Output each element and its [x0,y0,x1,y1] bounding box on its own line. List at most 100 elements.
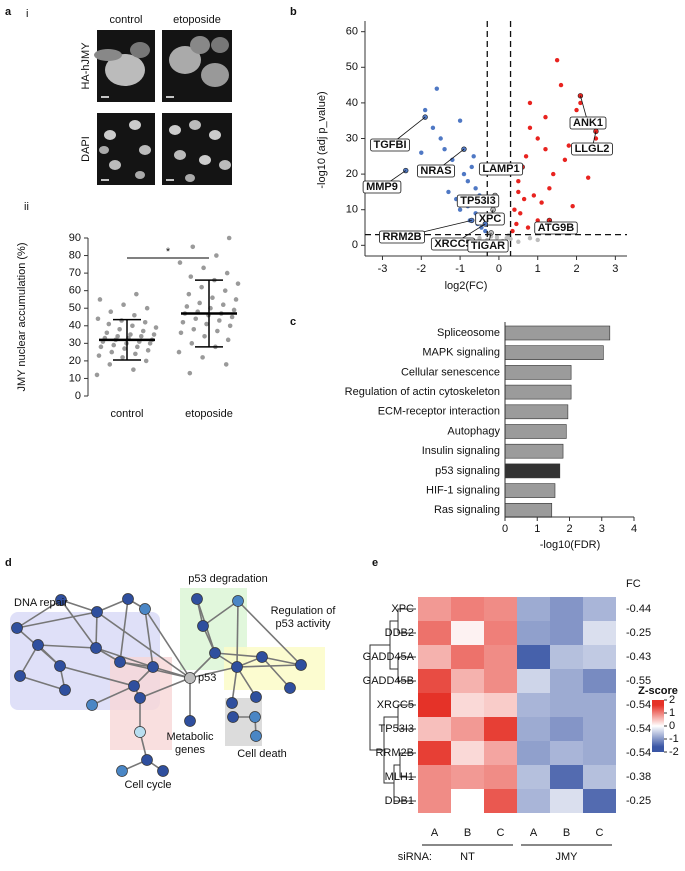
fc-value: -0.43 [626,651,651,663]
y-tick-label: 90 [69,232,81,244]
heatmap-cell [418,645,451,669]
label-box [569,116,607,130]
network-edge [139,677,191,699]
data-point [106,321,112,327]
heatmap-cell [517,765,550,789]
y-tick-label: 40 [69,320,81,332]
column-label: C [497,827,505,839]
fc-value: -0.55 [626,675,651,687]
network-node [91,606,103,618]
panel-label: c [290,316,296,328]
heatmap-cell [451,597,484,621]
network-node [157,765,169,777]
data-point [494,235,500,240]
data-point [138,334,144,339]
sub-label: i [26,8,28,20]
dendrogram [369,608,416,802]
data-point [457,118,463,123]
data-point [535,237,540,243]
x-tick-label: 0 [502,523,508,535]
x-tick-label: 4 [631,523,637,535]
data-point [539,200,544,205]
x-tick-label: -1 [455,263,465,275]
heatmap-cell [484,645,517,669]
network-edge [231,666,238,704]
heatmap-cell [418,597,451,621]
network-edge [16,611,98,629]
data-point [578,100,583,106]
cell [139,145,151,155]
data-point [512,207,517,212]
group-label: Regulation of p53 activity [270,605,336,630]
gene-label: ATG9B [538,222,575,234]
network-node [147,661,159,673]
y-tick-label: 60 [69,285,81,297]
row-label: TP53I3 [379,723,414,735]
data-point [469,164,474,170]
heatmap-cell [517,597,550,621]
heatmap-cell [484,669,517,693]
network-node [134,726,146,738]
data-point [547,186,552,191]
row-header: DAPI [80,136,92,162]
panel-label: d [5,557,12,569]
label-box [571,142,613,156]
network-edge [96,611,191,679]
data-point [115,334,120,339]
colorbar-tick-label: -2 [669,746,679,758]
network-node [256,651,268,663]
network-edge [202,600,239,627]
cell [135,171,145,179]
axis-label: siRNA: [398,851,432,863]
network-edge [236,600,239,668]
category-label: Regulation of actin cytoskeleton [345,386,500,398]
category-label: HIF-1 signaling [426,485,500,497]
y-tick-label: 10 [69,372,81,384]
label-box [379,230,425,244]
heatmap-cell [550,669,583,693]
cell [99,146,109,154]
y-tick-label: 20 [346,168,358,180]
label-box [475,212,505,226]
data-point [525,225,531,230]
heatmap-cell [517,693,550,717]
network-node [284,682,296,694]
row-label: XPC [391,603,414,615]
column-header: control [109,14,142,26]
data-point [184,304,190,309]
cell [169,46,201,74]
fc-value: -0.25 [626,795,651,807]
y-tick-label: 80 [69,249,81,261]
data-point [204,321,209,327]
panel-label: e [372,557,378,569]
data-point [111,342,117,348]
x-tick-label: 1 [534,523,540,535]
data-point [566,143,571,148]
gene-label: TIGAR [471,240,505,252]
gene-label: MMP9 [366,181,398,193]
heatmap-cell [583,669,616,693]
column-label: A [530,827,538,839]
cell [190,36,210,54]
data-point [223,362,229,367]
data-point [442,146,447,152]
heatmap-cell [583,765,616,789]
heatmap-cell [451,741,484,765]
data-point [233,297,239,302]
data-point [430,125,436,131]
network-node [141,754,153,766]
y-tick-label: 30 [346,132,358,144]
network-node [184,672,196,684]
data-point [189,341,195,346]
fc-value: -0.54 [626,747,651,759]
row-label: DDB2 [385,627,414,639]
network-node [226,697,238,709]
heatmap-cell [451,621,484,645]
network-node [139,603,151,615]
data-point [132,312,137,318]
data-point [516,179,521,184]
heatmap-cell [517,717,550,741]
network-edge [16,599,62,629]
panel-label: b [290,6,297,18]
heatmap-cell [451,765,484,789]
